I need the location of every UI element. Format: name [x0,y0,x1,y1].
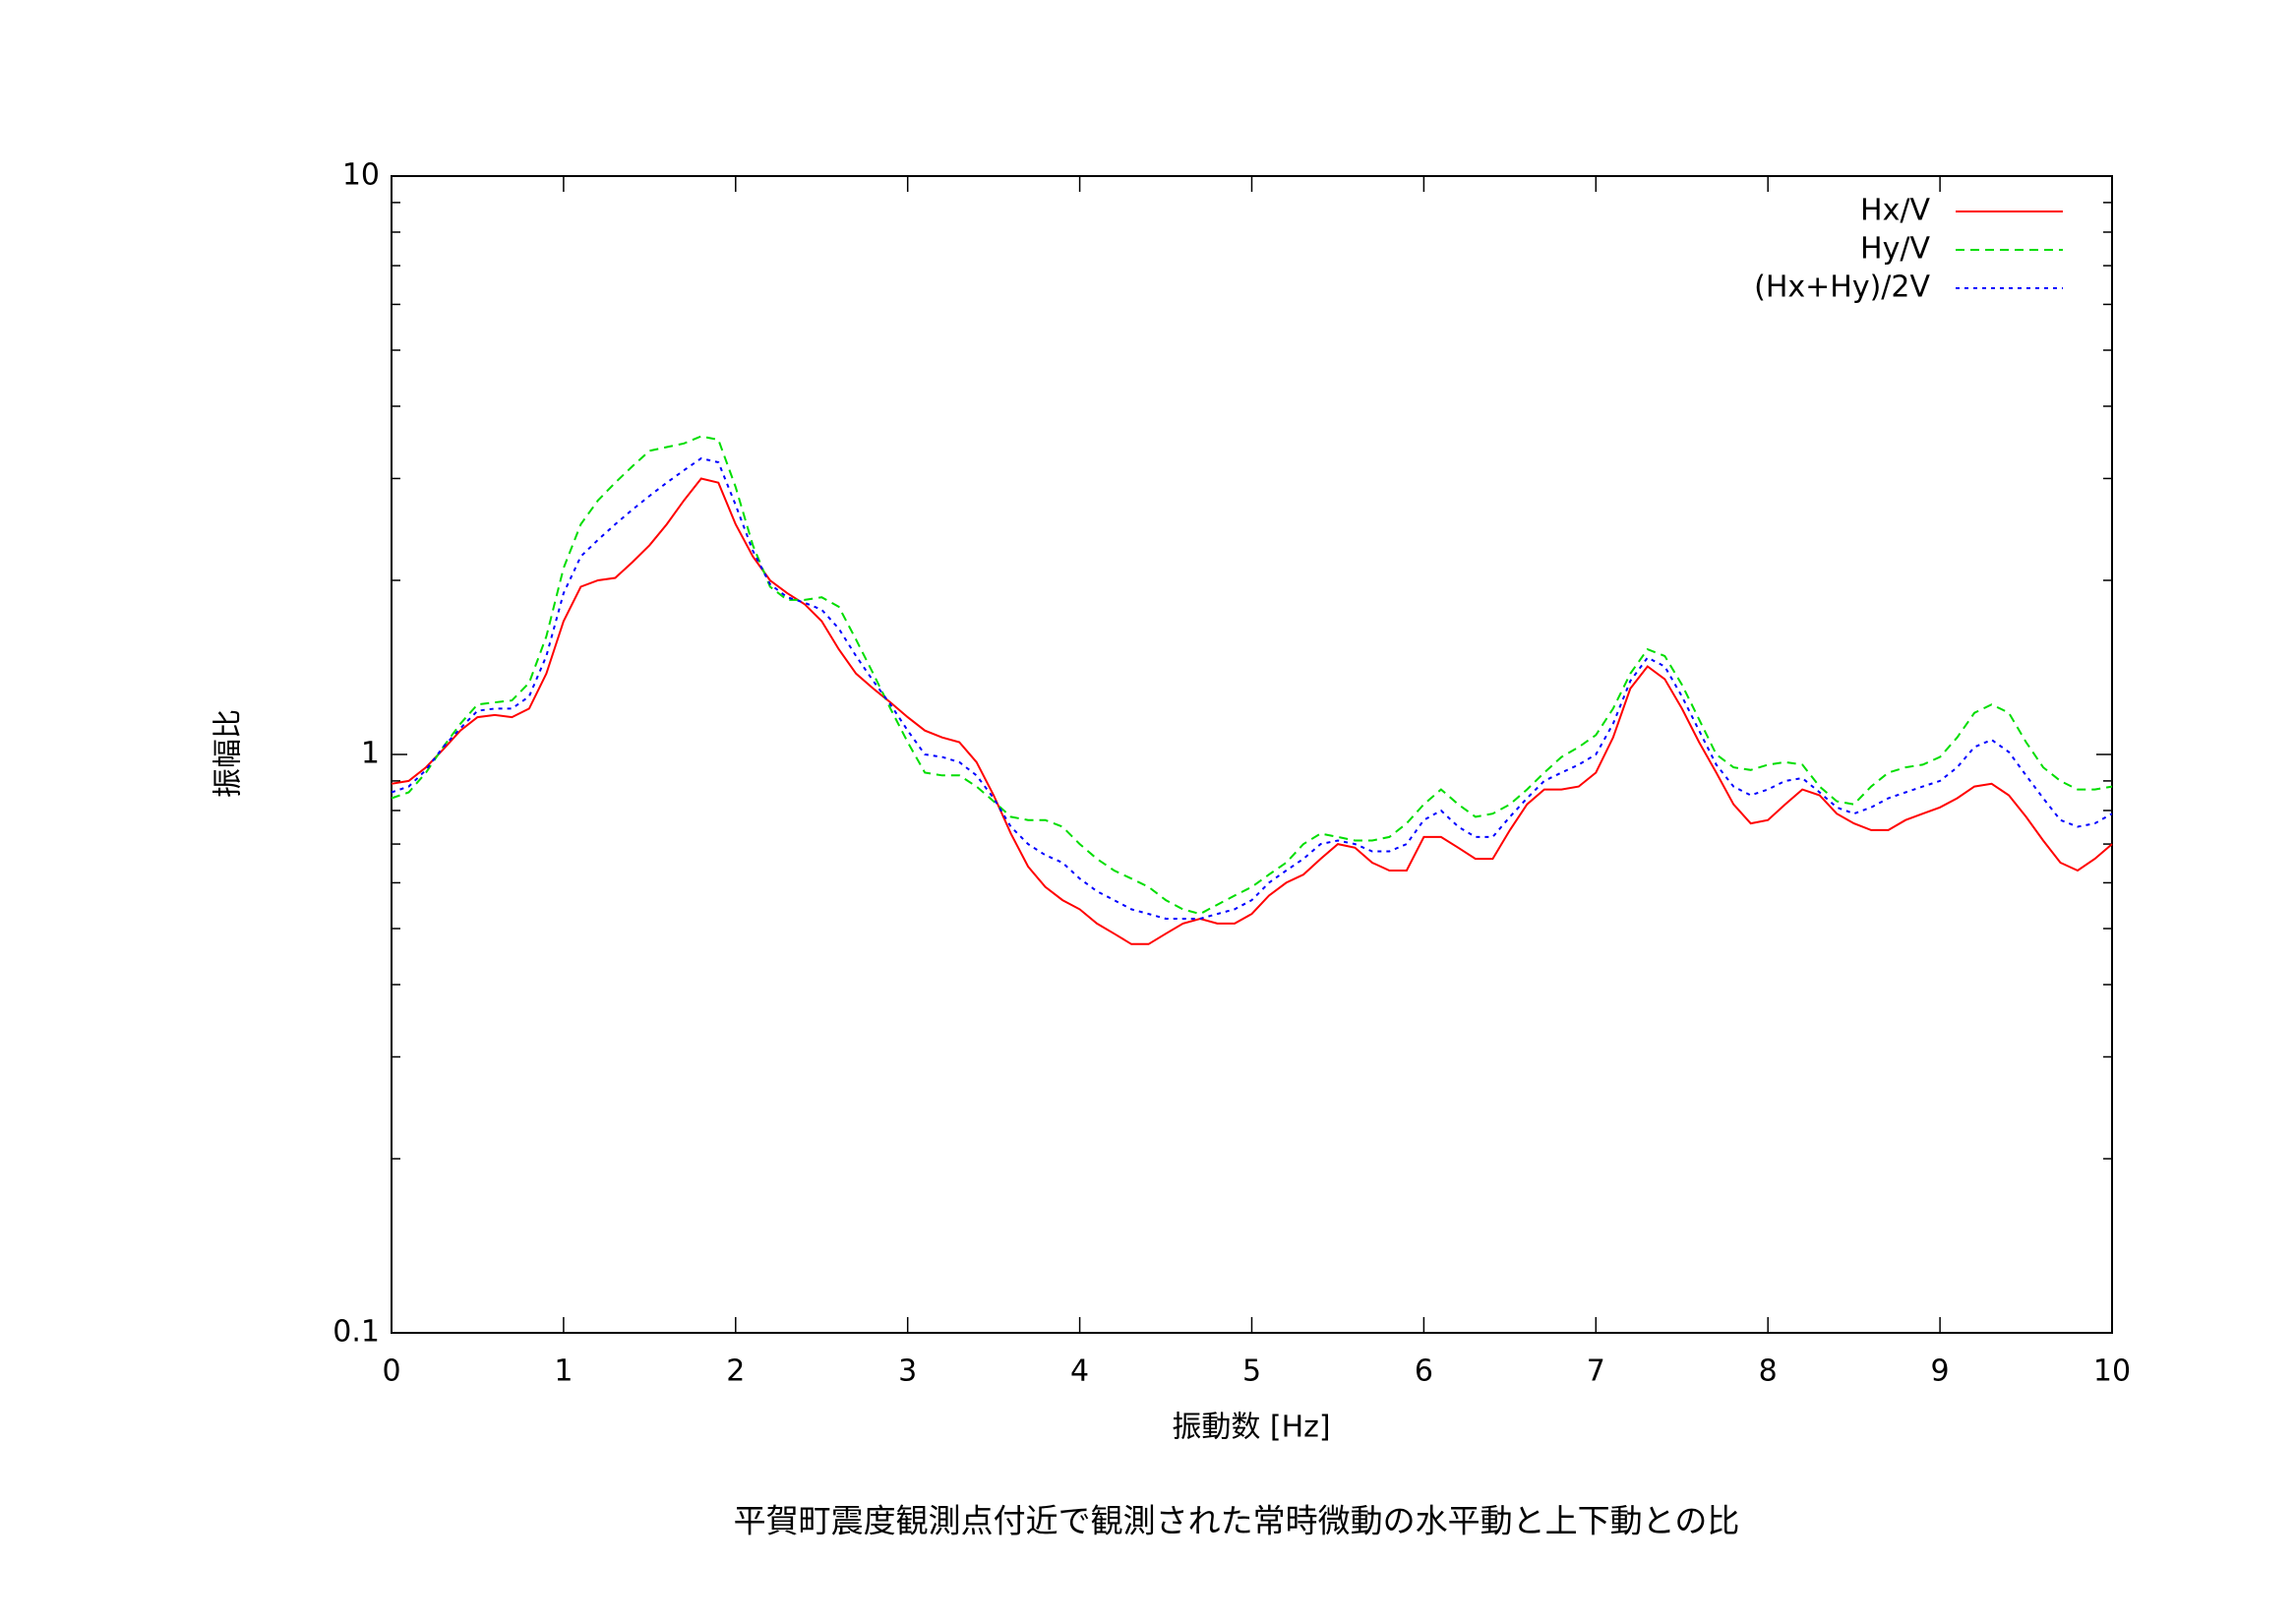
plot-frame [391,175,2113,1334]
x-tick-label: 4 [1070,1354,1089,1389]
x-tick-label: 0 [382,1354,400,1389]
y-tick-label: 0.1 [332,1315,380,1350]
x-axis-label: 振動数 [Hz] [1172,1411,1330,1445]
line [391,456,2113,920]
y-tick-label: 1 [361,737,380,771]
x-tick-label: 1 [554,1354,573,1389]
y-tick-label: 10 [342,158,380,193]
x-tick-label: 9 [1931,1354,1950,1389]
x-tick-label: 2 [726,1354,745,1389]
x-tick-label: 10 [2093,1354,2131,1389]
x-tick-label: 8 [1759,1354,1778,1389]
line [391,477,2113,945]
x-tick-label: 5 [1242,1354,1261,1389]
x-tick-label: 7 [1587,1354,1605,1389]
legend-label: (Hx+Hy)/2V [1754,271,1930,305]
legend-label: Hx/V [1860,194,1930,228]
line [391,435,2113,916]
chart-title: 平賀町震度観測点付近で観測された常時微動の水平動と上下動との比 [734,1502,1740,1540]
x-tick-label: 3 [898,1354,917,1389]
legend-label: Hy/V [1860,232,1930,267]
y-axis-label: 振幅比 [211,709,246,798]
x-tick-label: 6 [1415,1354,1433,1389]
